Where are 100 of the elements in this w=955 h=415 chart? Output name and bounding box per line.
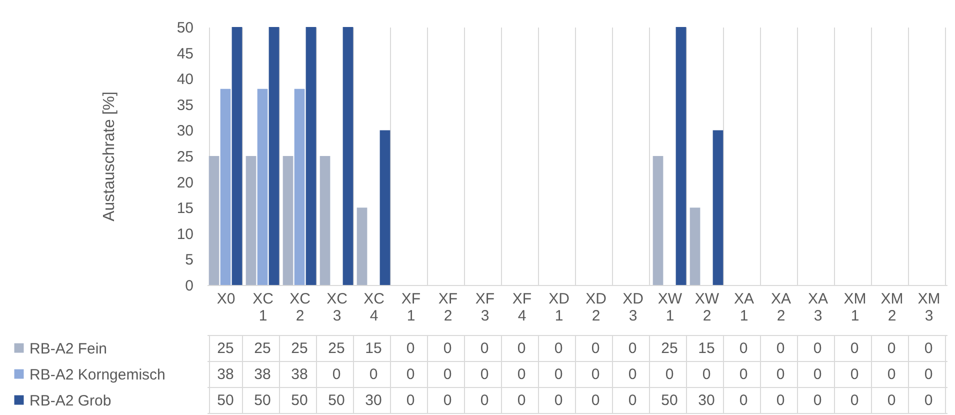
- data-label: 0: [850, 366, 859, 383]
- data-label: 0: [591, 340, 600, 357]
- data-label: 38: [217, 366, 234, 383]
- data-label: 0: [850, 340, 859, 357]
- data-label: 0: [739, 366, 748, 383]
- data-label: 0: [628, 340, 637, 357]
- bar: [676, 27, 686, 285]
- data-label: 0: [443, 392, 452, 409]
- data-label: 0: [369, 366, 378, 383]
- y-tick-label: 25: [176, 148, 194, 166]
- x-tick-label: XF 1: [401, 290, 421, 324]
- data-label: 0: [517, 340, 526, 357]
- y-tick-label: 35: [176, 96, 194, 114]
- bar: [342, 27, 354, 285]
- data-label: 25: [661, 340, 678, 357]
- legend-label: RB-A2 Grob: [30, 392, 112, 410]
- x-tick-label: XA 3: [808, 290, 828, 324]
- data-label: 0: [406, 340, 415, 357]
- bar: [690, 208, 700, 285]
- x-tick-label: XM 1: [844, 290, 866, 324]
- x-tick-label: XD 2: [586, 290, 607, 324]
- bar: [208, 156, 220, 285]
- y-tick-label: 10: [176, 226, 194, 243]
- bar: [282, 156, 294, 285]
- data-label: 0: [739, 340, 748, 357]
- bar: [306, 27, 316, 285]
- bar: [380, 130, 390, 285]
- data-label: 0: [924, 340, 933, 357]
- data-label: 0: [554, 392, 563, 409]
- y-tick-label: 0: [185, 278, 194, 294]
- x-tick-label: X0: [216, 290, 236, 308]
- data-label: 30: [698, 392, 715, 409]
- data-label: 0: [813, 340, 822, 357]
- x-tick-label: XC 3: [326, 290, 348, 324]
- x-tick-label: XA 2: [770, 290, 792, 324]
- bar: [220, 88, 231, 285]
- y-tick-label: 20: [176, 174, 194, 192]
- x-tick-label: XF 4: [512, 290, 532, 324]
- data-label: 0: [480, 392, 489, 409]
- data-label: 0: [887, 366, 896, 383]
- x-tick-label: XW 1: [658, 290, 683, 324]
- data-label: 0: [665, 366, 674, 383]
- y-tick-label: 5: [185, 252, 194, 269]
- data-label: 0: [480, 366, 489, 383]
- legend-label: RB-A2 Korngemisch: [30, 366, 166, 384]
- y-tick-label: 15: [176, 200, 194, 218]
- x-tick-label: XD 1: [548, 290, 570, 324]
- bar: [294, 88, 305, 285]
- data-label: 0: [739, 392, 748, 409]
- y-tick-label: 45: [176, 45, 194, 62]
- data-label: 0: [591, 366, 600, 383]
- data-label: 0: [406, 392, 415, 409]
- data-label: 0: [517, 366, 526, 383]
- data-label: 50: [254, 392, 271, 409]
- data-label: 0: [850, 392, 859, 409]
- data-label: 0: [554, 366, 563, 383]
- data-label: 50: [661, 392, 678, 409]
- x-tick-label: XA 1: [734, 290, 754, 324]
- x-tick-label: XD 3: [622, 290, 644, 324]
- data-label: 0: [332, 366, 341, 383]
- data-label: 0: [887, 340, 896, 357]
- data-label: 0: [813, 392, 822, 409]
- data-label: 0: [628, 366, 637, 383]
- data-label: 0: [554, 340, 563, 357]
- data-label: 25: [217, 340, 234, 357]
- data-label: 50: [291, 392, 308, 409]
- data-label: 0: [443, 340, 452, 357]
- bar: [652, 156, 664, 285]
- x-tick-label: XM 2: [880, 290, 904, 324]
- data-label: 15: [698, 340, 715, 357]
- bar: [320, 156, 330, 285]
- data-label: 15: [365, 340, 382, 357]
- data-label: 0: [776, 340, 785, 357]
- bar: [246, 156, 256, 285]
- bar: [257, 88, 268, 285]
- data-label: 38: [254, 366, 271, 383]
- y-tick-label: 50: [176, 20, 194, 36]
- x-tick-label: XM 3: [918, 290, 940, 324]
- legend-label: RB-A2 Fein: [30, 340, 108, 358]
- data-label: 0: [776, 392, 785, 409]
- bar: [356, 208, 368, 285]
- y-axis-title: Austauschrate [%]: [100, 92, 118, 222]
- x-tick-label: XC 2: [290, 290, 311, 324]
- data-label: 0: [924, 392, 933, 409]
- y-tick-label: 40: [176, 71, 194, 88]
- bar: [712, 130, 724, 285]
- data-label: 0: [924, 366, 933, 383]
- data-label: 0: [406, 366, 415, 383]
- data-label: 25: [291, 340, 308, 357]
- x-tick-label: XF 2: [438, 290, 458, 324]
- x-tick-label: XW 2: [694, 290, 720, 324]
- data-label: 0: [628, 392, 637, 409]
- y-tick-label: 30: [176, 122, 194, 140]
- data-label: 38: [291, 366, 308, 383]
- data-label: 0: [776, 366, 785, 383]
- data-label: 0: [443, 366, 452, 383]
- data-label: 0: [702, 366, 711, 383]
- data-label: 0: [517, 392, 526, 409]
- data-label: 0: [480, 340, 489, 357]
- data-label: 0: [591, 392, 600, 409]
